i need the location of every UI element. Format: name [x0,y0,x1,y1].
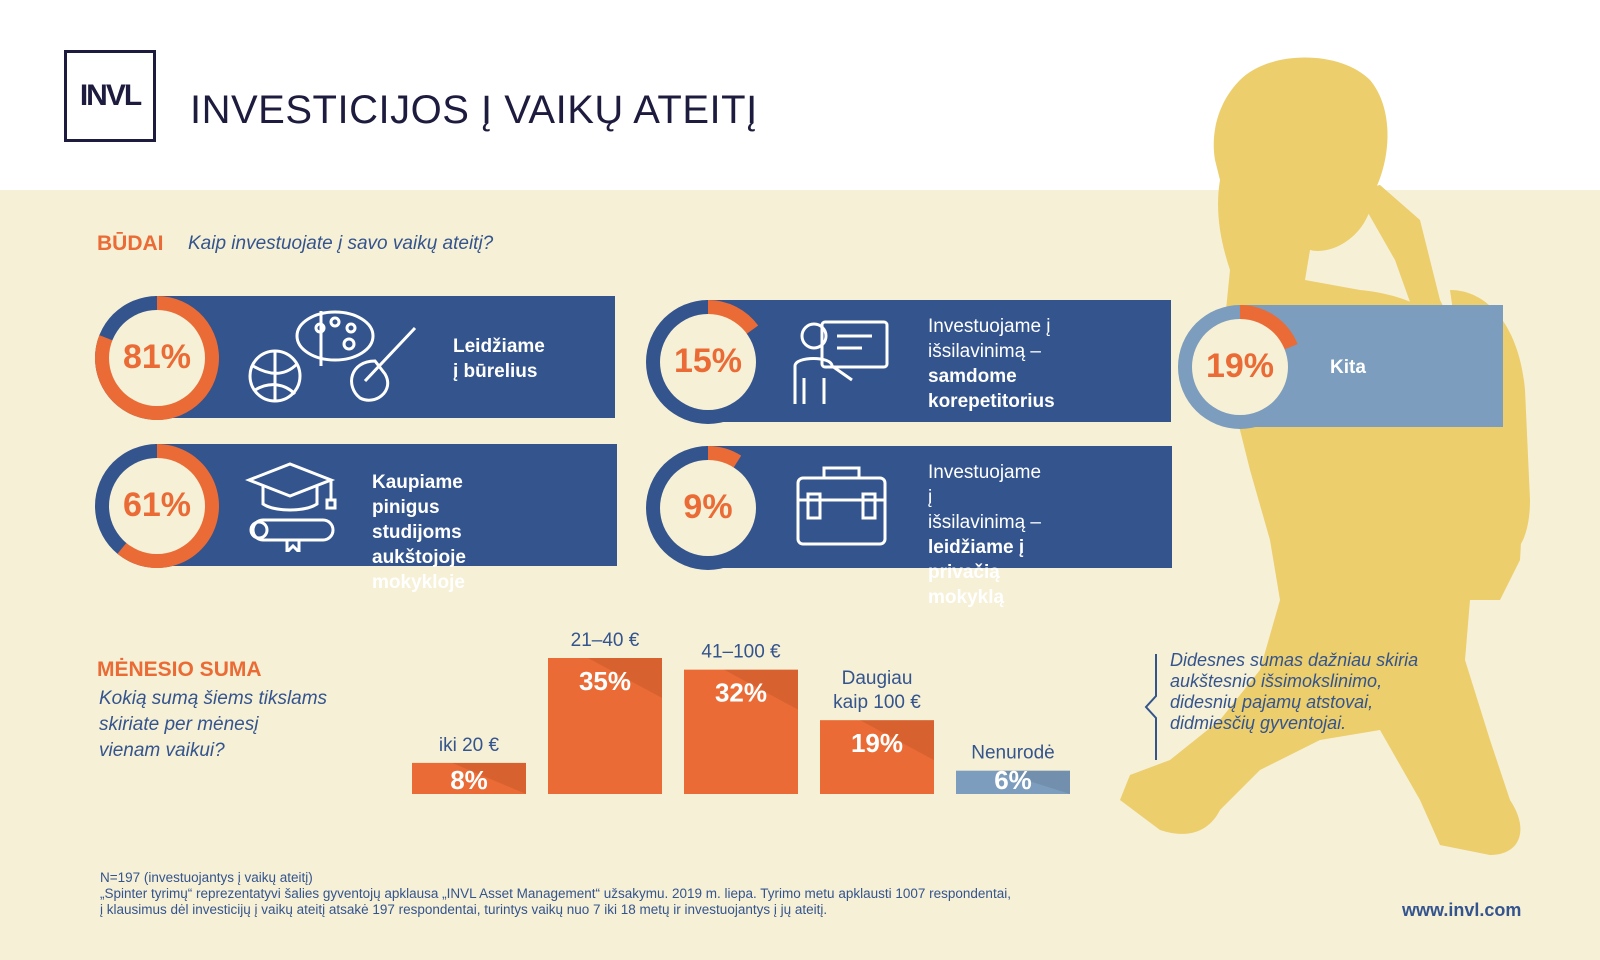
invl-logo: INVL [64,50,156,142]
card-text: Leidžiame į būrelius [453,336,545,382]
card-bar [155,296,615,418]
bar-2 [684,669,798,794]
percent-ring [646,446,770,570]
tutor-icon [793,320,889,404]
monthly-heading: MĖNESIO SUMA [97,658,262,681]
bar-1 [548,658,662,794]
card-text: Investuojame į išsilavinimą – samdome kore… [928,316,1055,412]
percent-ring [1178,305,1302,429]
bar-3 [820,720,934,794]
category-label-2: 41–100 € [701,642,781,663]
card-percent: 19% [1205,347,1275,385]
card-percent: 81% [122,338,192,376]
bar-shade-0 [451,762,526,794]
category-label-3: Daugiau [842,668,913,689]
category-label-4: Nenurodė [971,743,1054,764]
card-text: Investuojame į išsilavinimą – leidžiame į… [928,462,1042,608]
bar-value-label-1: 35% [579,666,631,696]
card-bar [706,446,1172,568]
note-bracket [1144,654,1157,760]
ways-question: Kaip investuojate į savo vaikų ateitį? [188,233,494,254]
website-link[interactable]: www.invl.com [1402,900,1522,920]
bar-shade-4 [995,770,1070,794]
footer-source: N=197 (investuojantys į vaikų ateitį) „S… [100,870,1011,917]
bar-shade-1 [587,658,662,698]
monthly-question: Kokią sumą šiems tikslams skiriate per m… [99,688,328,761]
bar-value-label-0: 8% [450,765,488,795]
percent-ring [95,296,219,420]
bar-value-label-4: 6% [994,765,1032,795]
card-percent: 15% [673,342,743,380]
bar-value-label-3: 19% [851,728,903,758]
category-label-3: kaip 100 € [833,692,921,713]
category-label-1: 21–40 € [571,630,640,651]
ways-heading: BŪDAI [97,232,164,255]
page-title: INVESTICIJOS Į VAIKŲ ATEITĮ [190,88,758,132]
category-label-0: iki 20 € [439,735,500,756]
bar-shade-2 [723,669,798,710]
hobbies-icon [248,310,417,403]
card-text: Kaupiame pinigus studijoms aukštojoje moky… [372,472,466,593]
card-percent: 61% [122,486,192,524]
card-bar [706,300,1171,422]
card-text: Kita [1330,357,1366,378]
bar-4 [956,770,1070,794]
card-percent: 9% [683,488,733,526]
bar-value-label-2: 32% [715,678,767,708]
graduation-icon [245,462,337,552]
card-bar [155,444,617,566]
briefcase-icon [796,466,887,546]
bar-shade-3 [859,720,934,761]
percent-ring [646,300,770,424]
percent-ring [95,444,220,568]
bar-0 [412,762,526,794]
chart-note: Didesnes sumas dažniau skiria aukštesnio… [1170,650,1419,733]
